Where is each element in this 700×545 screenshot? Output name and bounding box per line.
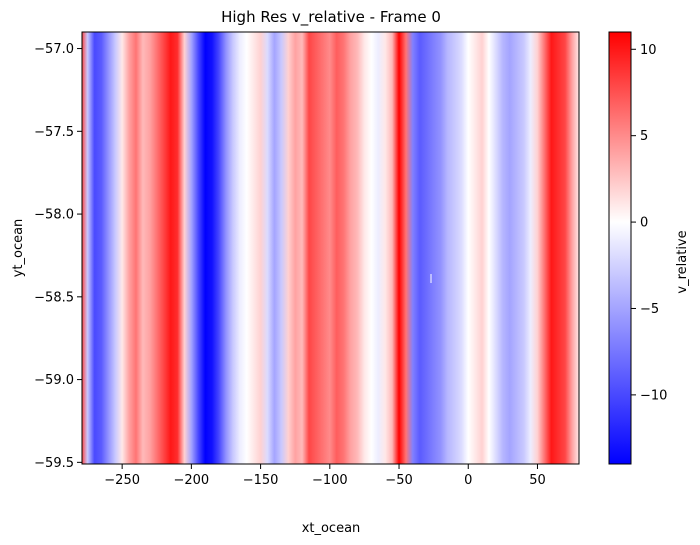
y-axis: −57.0 −57.5 −58.0 −58.5 −59.0 −59.5: [34, 42, 82, 471]
colorbar-tick-label: 5: [640, 129, 648, 144]
colorbar-tick-label: 0: [640, 216, 648, 231]
plot-frame: [81, 31, 580, 465]
y-tick-label: −59.5: [34, 456, 74, 471]
colorbar-label: v_relative: [675, 230, 690, 293]
y-tick-label: −59.0: [34, 373, 74, 388]
x-tick-label: −50: [385, 473, 412, 488]
y-axis-label: yt_ocean: [11, 219, 26, 278]
x-tick-label: 0: [464, 473, 472, 488]
y-tick-label: −58.0: [34, 208, 74, 223]
x-tick-label: 50: [529, 473, 546, 488]
y-tick-label: −57.0: [34, 42, 74, 57]
x-tick-label: −250: [104, 473, 140, 488]
colorbar-axis: 10 5 0 −5 −10: [631, 43, 667, 403]
colorbar-tick-label: 10: [640, 43, 657, 58]
colorbar-tick-label: −10: [640, 388, 667, 403]
x-tick-label: −150: [243, 473, 279, 488]
x-axis: −250 −200 −150 −100 −50 0 50: [104, 464, 546, 488]
y-tick-label: −57.5: [34, 125, 74, 140]
colorbar: [608, 31, 632, 465]
chart-title: High Res v_relative - Frame 0: [221, 8, 441, 27]
colorbar-tick-label: −5: [640, 302, 659, 317]
y-tick-label: −58.5: [34, 290, 74, 305]
heatmap-field: [82, 32, 579, 464]
x-tick-label: −200: [174, 473, 210, 488]
x-axis-label: xt_ocean: [302, 521, 361, 536]
x-tick-label: −100: [312, 473, 348, 488]
